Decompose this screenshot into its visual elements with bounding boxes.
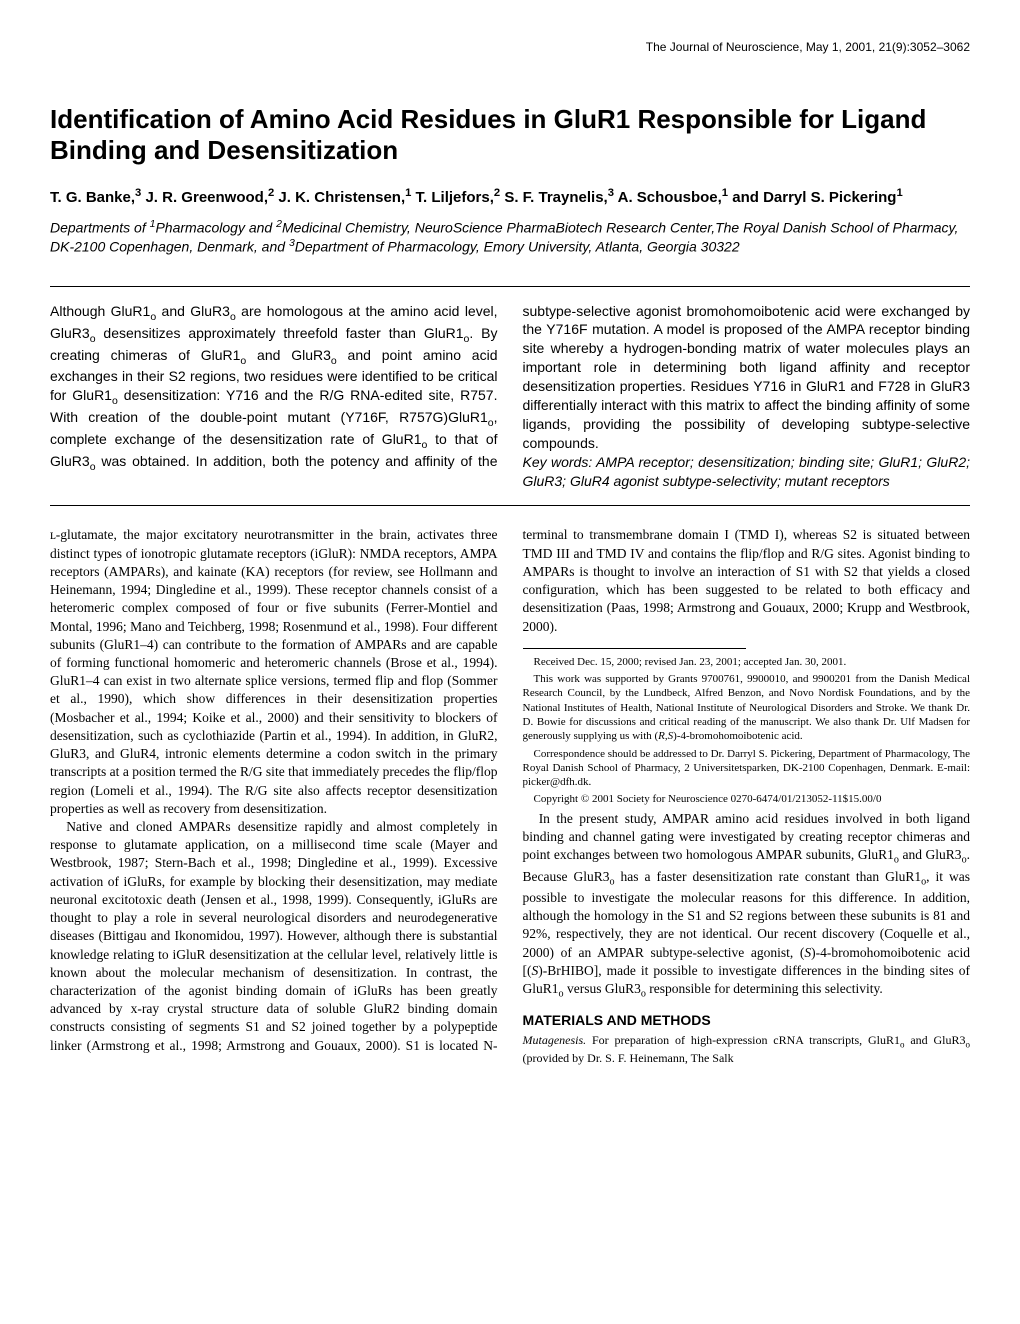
footnote-correspondence: Correspondence should be addressed to Dr…	[523, 747, 971, 790]
footnote-received: Received Dec. 15, 2000; revised Jan. 23,…	[523, 655, 971, 669]
journal-header: The Journal of Neuroscience, May 1, 2001…	[50, 40, 970, 54]
authors: T. G. Banke,3 J. R. Greenwood,2 J. K. Ch…	[50, 186, 970, 208]
footnotes: Received Dec. 15, 2000; revised Jan. 23,…	[523, 655, 971, 807]
methods-heading: MATERIALS AND METHODS	[523, 1011, 971, 1030]
footnote-copyright: Copyright © 2001 Society for Neuroscienc…	[523, 792, 971, 806]
footnote-rule	[523, 648, 747, 649]
body-text: ʟ-glutamate, the major excitatory neurot…	[50, 526, 970, 1066]
body-p3: In the present study, AMPAR amino acid r…	[523, 810, 971, 1002]
methods-p1: Mutagenesis. For preparation of high-exp…	[523, 1033, 971, 1067]
abstract-keywords: Key words: AMPA receptor; desensitizatio…	[523, 454, 971, 489]
body-p1: ʟ-glutamate, the major excitatory neurot…	[50, 526, 498, 818]
article-title: Identification of Amino Acid Residues in…	[50, 104, 970, 166]
abstract-container: Although GluR1o and GluR3o are homologou…	[50, 286, 970, 507]
methods-text: Mutagenesis. For preparation of high-exp…	[523, 1033, 971, 1067]
abstract-text: Although GluR1o and GluR3o are homologou…	[50, 303, 970, 470]
abstract: Although GluR1o and GluR3o are homologou…	[50, 302, 970, 491]
footnote-support: This work was supported by Grants 970076…	[523, 672, 971, 743]
affiliations: Departments of 1Pharmacology and 2Medici…	[50, 218, 970, 256]
